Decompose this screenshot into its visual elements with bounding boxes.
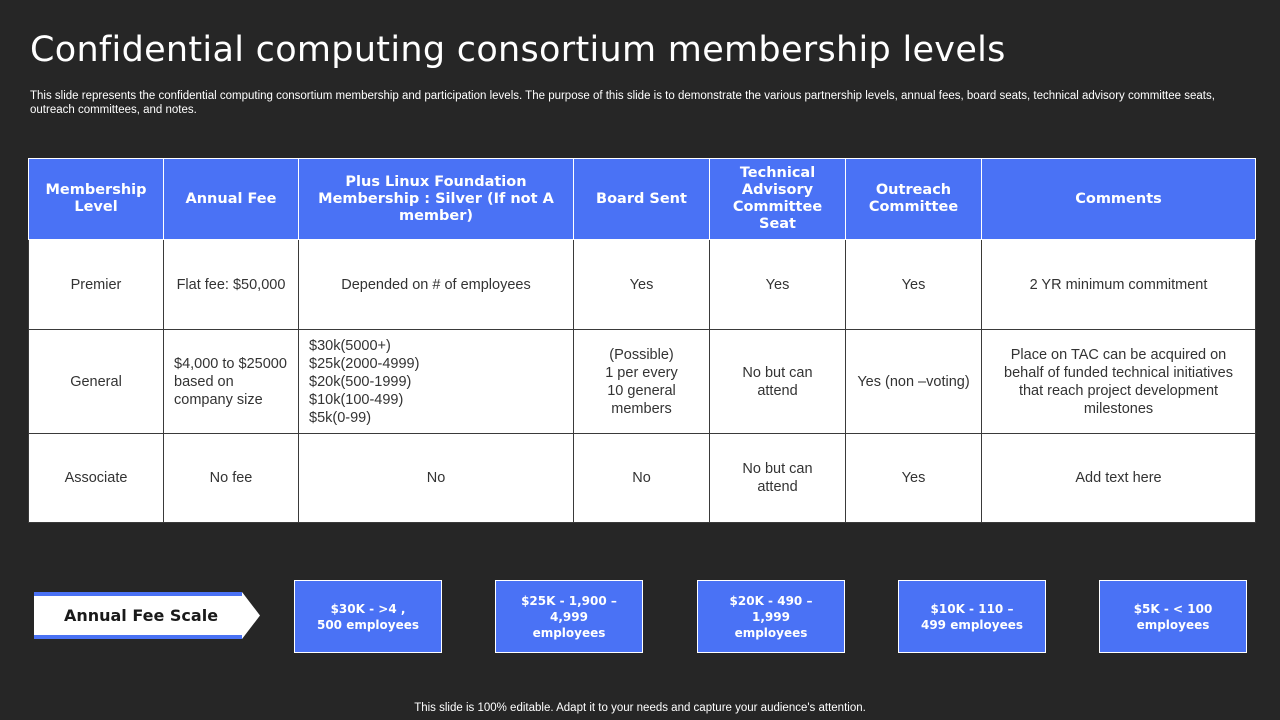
membership-levels-table: Membership Level Annual Fee Plus Linux F… xyxy=(28,158,1256,523)
cell-outreach: Yes xyxy=(845,433,982,523)
cell-fee: $4,000 to $25000 based on company size xyxy=(163,329,299,434)
cell-tac: No but can attend xyxy=(709,329,846,434)
fee-scale-line: $25K - 1,900 – xyxy=(521,593,617,608)
page-title: Confidential computing consortium member… xyxy=(30,30,1006,70)
cell-line: No but can xyxy=(742,364,813,381)
arrow-banner-shape xyxy=(34,592,260,639)
annual-fee-scale-label: Annual Fee Scale xyxy=(34,592,260,639)
header-outreach-committee: Outreach Committee xyxy=(845,158,982,240)
fee-scale-box: $30K - >4 , 500 employees xyxy=(294,580,442,653)
cell-line: members xyxy=(611,400,672,417)
cell-level: General xyxy=(28,329,164,434)
cell-board: (Possible) 1 per every 10 general member… xyxy=(573,329,710,434)
header-membership-level: Membership Level xyxy=(28,158,164,240)
cell-fee: No fee xyxy=(163,433,299,523)
cell-line: 10 general xyxy=(607,382,676,399)
fee-scale-line: employees xyxy=(1136,617,1210,632)
cell-board: No xyxy=(573,433,710,523)
table-row: General $4,000 to $25000 based on compan… xyxy=(28,329,1256,434)
cell-line: attend xyxy=(757,382,798,399)
cell-comments: Add text here xyxy=(981,433,1256,523)
fee-scale-line: 499 employees xyxy=(920,617,1024,632)
cell-lf-membership: $30k(5000+) $25k(2000-4999) $20k(500-199… xyxy=(298,329,574,434)
cell-comments: 2 YR minimum commitment xyxy=(981,239,1256,330)
cell-line: $10k(100-499) xyxy=(309,391,404,408)
cell-line: attend xyxy=(757,479,798,495)
page-subtitle: This slide represents the confidential c… xyxy=(30,90,1215,116)
cell-line: No xyxy=(426,470,446,486)
cell-line: $25k(2000-4999) xyxy=(309,355,420,372)
cell-line: No but can xyxy=(742,461,813,477)
cell-line: Yes xyxy=(765,276,790,293)
annual-fee-scale-text: Annual Fee Scale xyxy=(63,606,219,625)
fee-scale-line: 1,999 xyxy=(752,609,790,624)
cell-tac: No but can attend xyxy=(709,433,846,523)
cell-line: 1 per every xyxy=(605,364,678,381)
fee-scale-box: $5K - < 100 employees xyxy=(1099,580,1247,653)
cell-level: Premier xyxy=(28,239,164,330)
cell-lf-membership: Depended on # of employees xyxy=(298,239,574,330)
fee-scale-box: $20K - 490 – 1,999 employees xyxy=(697,580,845,653)
header-comments: Comments xyxy=(981,158,1256,240)
fee-scale-line: $20K - 490 – xyxy=(729,593,813,608)
cell-line: $30k(5000+) xyxy=(309,337,391,354)
header-tac-seat: Technical Advisory Committee Seat xyxy=(709,158,846,240)
fee-scale-line: employees xyxy=(532,625,606,640)
table-header-row: Membership Level Annual Fee Plus Linux F… xyxy=(28,158,1256,240)
cell-lf-membership: No xyxy=(298,433,574,523)
fee-scale-line: 4,999 xyxy=(550,609,588,624)
footer-note: This slide is 100% editable. Adapt it to… xyxy=(414,702,866,714)
header-lf-membership: Plus Linux Foundation Membership : Silve… xyxy=(298,158,574,240)
cell-comments: Place on TAC can be acquired on behalf o… xyxy=(981,329,1256,434)
table-row: Premier Flat fee: $50,000 Depended on # … xyxy=(28,239,1256,330)
cell-line: $20k(500-1999) xyxy=(309,373,412,390)
cell-outreach: Yes xyxy=(845,239,982,330)
cell-level: Associate xyxy=(28,433,164,523)
header-board-sent: Board Sent xyxy=(573,158,710,240)
cell-outreach: Yes (non –voting) xyxy=(845,329,982,434)
cell-tac: Yes xyxy=(709,239,846,330)
cell-fee: Flat fee: $50,000 xyxy=(163,239,299,330)
fee-scale-line: employees xyxy=(734,625,808,640)
fee-scale-line: $10K - 110 – xyxy=(930,601,1014,616)
fee-scale-line: $30K - >4 , xyxy=(330,601,406,616)
fee-scale-box: $10K - 110 – 499 employees xyxy=(898,580,1046,653)
header-annual-fee: Annual Fee xyxy=(163,158,299,240)
cell-line: (Possible) xyxy=(609,346,674,363)
cell-board: Yes xyxy=(573,239,710,330)
fee-scale-line: 500 employees xyxy=(316,617,420,632)
cell-line: Yes xyxy=(629,276,654,293)
fee-scale-line: $5K - < 100 xyxy=(1133,601,1213,616)
table-row: Associate No fee No No No but can attend… xyxy=(28,433,1256,523)
cell-line: $5k(0-99) xyxy=(309,409,372,426)
cell-line: Depended on # of employees xyxy=(341,276,531,293)
cell-line: No xyxy=(632,470,651,486)
fee-scale-box: $25K - 1,900 – 4,999 employees xyxy=(495,580,643,653)
